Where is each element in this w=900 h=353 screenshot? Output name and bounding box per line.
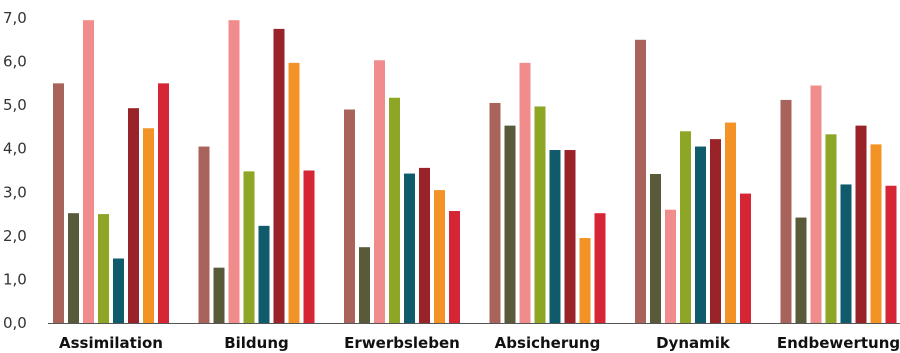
bar [274, 29, 285, 323]
bar [680, 131, 691, 323]
bar [359, 247, 370, 323]
x-category-label: Bildung [224, 334, 289, 352]
bar [505, 126, 516, 323]
bar [841, 184, 852, 323]
bar [535, 106, 546, 323]
bars [53, 20, 897, 323]
bar [650, 174, 661, 323]
bar [695, 147, 706, 323]
bar [826, 134, 837, 323]
bar [289, 63, 300, 323]
bar [344, 110, 355, 324]
bar [871, 144, 882, 323]
bar [580, 238, 591, 323]
bar [143, 128, 154, 323]
y-tick-label: 2,0 [3, 227, 27, 245]
x-category-label: Assimilation [59, 334, 163, 352]
bar [796, 218, 807, 323]
y-tick-label: 3,0 [3, 183, 27, 201]
bar [404, 174, 415, 323]
bar-group-dynamik [635, 40, 751, 323]
y-tick-label: 1,0 [3, 270, 27, 288]
bar [550, 150, 561, 323]
x-category-label: Dynamik [656, 334, 731, 352]
bar [244, 171, 255, 323]
bar [595, 213, 606, 323]
bar [520, 63, 531, 323]
x-category-label: Absicherung [495, 334, 601, 352]
bar [229, 20, 240, 323]
bar [304, 171, 315, 324]
x-category-label: Endbewertung [777, 334, 900, 352]
bar [565, 150, 576, 323]
bar-group-erwerbsleben [344, 60, 460, 323]
bar [434, 190, 445, 323]
bar [781, 100, 792, 323]
bar-group-bildung [199, 20, 315, 323]
bar [158, 83, 169, 323]
bar [53, 83, 64, 323]
bar [449, 211, 460, 323]
bar [856, 126, 867, 323]
bar [665, 210, 676, 323]
bar [811, 86, 822, 323]
bar [725, 123, 736, 323]
y-tick-label: 0,0 [3, 314, 27, 332]
bar [83, 20, 94, 323]
bar [635, 40, 646, 323]
y-tick-label: 7,0 [3, 9, 27, 27]
x-category-label: Erwerbsleben [344, 334, 460, 352]
bar [710, 139, 721, 323]
bar [199, 147, 210, 323]
y-axis: 0,0 1,0 2,0 3,0 4,0 5,0 6,0 7,0 [3, 9, 27, 332]
bar [419, 168, 430, 323]
bar [490, 103, 501, 323]
bar [113, 259, 124, 323]
bar [68, 213, 79, 323]
bar [389, 98, 400, 323]
bar-group-absicherung [490, 63, 606, 323]
bar [374, 60, 385, 323]
bar [98, 214, 109, 323]
y-tick-label: 6,0 [3, 53, 27, 71]
bar [214, 268, 225, 323]
x-axis: Assimilation Bildung Erwerbsleben Absicheru… [48, 324, 900, 353]
bar [886, 186, 897, 323]
bar [128, 108, 139, 323]
bar-group-assimilation [53, 20, 169, 323]
bar [259, 226, 270, 323]
bar-group-endbewertung [781, 86, 897, 323]
bar [740, 194, 751, 323]
y-tick-label: 5,0 [3, 96, 27, 114]
y-tick-label: 4,0 [3, 140, 27, 158]
